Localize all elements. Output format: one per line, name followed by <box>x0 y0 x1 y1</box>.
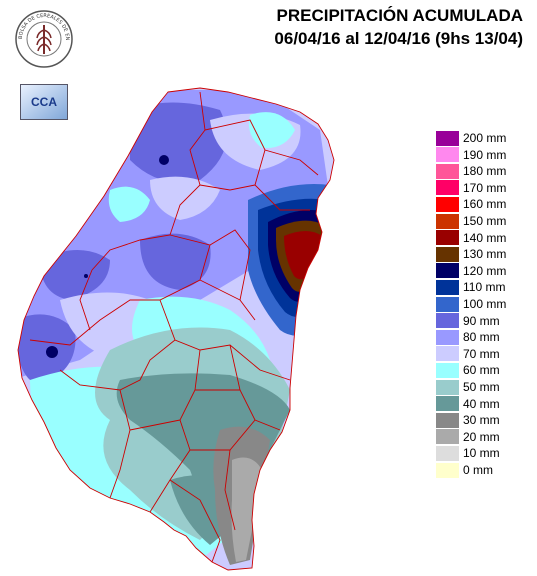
legend-item: 40 mm <box>436 396 500 412</box>
legend-label: 10 mm <box>463 446 500 461</box>
legend-item: 30 mm <box>436 412 500 428</box>
cca-logo-text: CCA <box>31 95 57 109</box>
legend-item: 100 mm <box>436 296 506 312</box>
legend-item: 200 mm <box>436 130 506 146</box>
legend-swatch <box>436 329 459 345</box>
legend-label: 160 mm <box>463 197 507 212</box>
legend-item: 10 mm <box>436 445 500 461</box>
legend-label: 190 mm <box>463 147 507 162</box>
department-borders <box>17 87 335 571</box>
legend-item: 170 mm <box>436 180 506 196</box>
legend-swatch <box>436 412 459 428</box>
title-line-2: 06/04/16 al 12/04/16 (9hs 13/04) <box>274 29 523 48</box>
legend-label: 140 mm <box>463 230 507 245</box>
legend-label: 120 mm <box>463 263 507 278</box>
legend-item: 130 mm <box>436 246 506 262</box>
legend-swatch <box>436 196 459 212</box>
legend-swatch <box>436 462 459 478</box>
cca-logo: CCA <box>20 84 68 120</box>
bolsa-cereales-logo: BOLSA DE CEREALES DE ENTRE RIOS <box>14 8 73 68</box>
legend-swatch <box>436 130 459 146</box>
legend-label: 150 mm <box>463 214 507 228</box>
legend-swatch <box>436 396 459 412</box>
legend-item: 20 mm <box>436 429 500 445</box>
legend-swatch <box>436 313 459 329</box>
legend-label: 200 mm <box>463 131 507 145</box>
legend-swatch <box>436 180 459 196</box>
legend-swatch <box>436 296 459 312</box>
legend-item: 190 mm <box>436 147 506 163</box>
legend-swatch <box>436 279 459 295</box>
legend-swatch <box>436 246 459 262</box>
legend-item: 160 mm <box>436 196 506 212</box>
legend-item: 150 mm <box>436 213 506 229</box>
legend-item: 80 mm <box>436 329 500 345</box>
legend-swatch <box>436 362 459 378</box>
legend-item: 50 mm <box>436 379 500 395</box>
legend-label: 80 mm <box>463 330 500 345</box>
legend-swatch <box>436 163 459 179</box>
legend-label: 170 mm <box>463 180 507 195</box>
legend-item: 0 mm <box>436 462 493 478</box>
legend-item: 140 mm <box>436 230 506 246</box>
title-line-1: PRECIPITACIÓN ACUMULADA <box>276 6 524 25</box>
map-title: PRECIPITACIÓN ACUMULADA 06/04/16 al 12/0… <box>274 4 523 50</box>
legend-label: 50 mm <box>463 380 500 394</box>
legend-item: 90 mm <box>436 313 500 329</box>
legend-item: 110 mm <box>436 279 505 295</box>
legend-label: 130 mm <box>463 247 507 262</box>
legend-label: 60 mm <box>463 363 500 378</box>
legend-swatch <box>436 230 459 246</box>
legend-item: 180 mm <box>436 163 506 179</box>
legend-label: 100 mm <box>463 297 507 311</box>
legend-swatch <box>436 263 459 279</box>
legend-label: 20 mm <box>463 429 500 444</box>
legend-item: 60 mm <box>436 362 500 378</box>
legend-label: 0 mm <box>463 463 493 477</box>
legend-swatch <box>436 379 459 395</box>
legend-swatch <box>436 445 459 461</box>
legend-swatch <box>436 147 459 163</box>
legend-label: 30 mm <box>463 413 500 428</box>
legend-item: 120 mm <box>436 263 506 279</box>
legend-label: 90 mm <box>463 313 500 328</box>
precipitation-fill <box>18 88 334 570</box>
legend-swatch <box>436 213 459 229</box>
legend-item: 70 mm <box>436 346 500 362</box>
legend-label: 110 mm <box>463 280 506 295</box>
legend-label: 180 mm <box>463 164 507 179</box>
legend-swatch <box>436 429 459 445</box>
legend-label: 70 mm <box>463 346 500 361</box>
legend-label: 40 mm <box>463 396 500 411</box>
legend-swatch <box>436 346 459 362</box>
